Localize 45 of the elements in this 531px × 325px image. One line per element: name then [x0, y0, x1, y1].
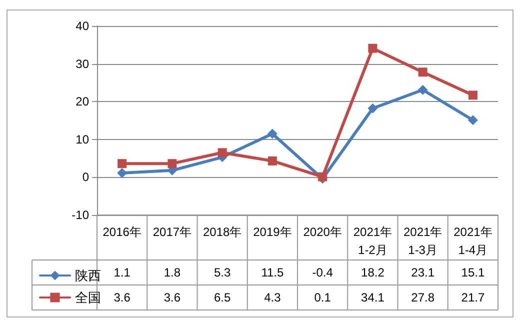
point — [418, 68, 428, 77]
point — [468, 115, 478, 126]
data-label: 11.5 — [261, 266, 284, 280]
data-label: -0.4 — [312, 266, 334, 280]
y-tick-label: 30 — [76, 56, 90, 71]
data-label: 27.8 — [411, 290, 435, 304]
data-label: 1.1 — [114, 266, 131, 280]
y-tick-label: 20 — [76, 94, 90, 109]
data-label: 4.3 — [264, 290, 282, 304]
point — [368, 44, 378, 53]
x-tick-label: 2021年1-2月 — [353, 225, 392, 257]
data-label: 1.8 — [164, 266, 181, 280]
point — [268, 156, 277, 166]
data-label: 5.3 — [214, 266, 231, 280]
point — [118, 159, 127, 168]
y-tick-label: -10 — [72, 208, 90, 222]
point — [218, 148, 227, 158]
point — [468, 90, 478, 100]
data-label: 23.1 — [411, 266, 435, 280]
y-tick-label: 0 — [82, 170, 90, 184]
x-tick-label: 2019年 — [253, 225, 292, 239]
data-label: 15.1 — [461, 266, 485, 280]
data-label: 6.5 — [214, 290, 231, 304]
legend-label: 全国 — [75, 290, 101, 305]
data-label: 34.1 — [361, 290, 385, 304]
x-tick-label: 2018年 — [202, 225, 242, 239]
y-tick-label: 10 — [76, 132, 90, 146]
point — [318, 172, 328, 182]
data-label: 0.1 — [314, 290, 332, 304]
x-tick-label: 2021年1-4月 — [454, 225, 492, 257]
legend-label: 陕西 — [75, 268, 101, 283]
x-tick-label: 2021年1-3月 — [403, 225, 442, 257]
point — [117, 168, 128, 178]
data-label: 3.6 — [114, 290, 131, 304]
x-tick-label: 2020年 — [303, 225, 342, 239]
point — [168, 159, 177, 168]
point — [267, 128, 278, 139]
x-tick-label: 2016年 — [102, 225, 142, 239]
y-tick-label: 40 — [76, 19, 90, 33]
data-label: 18.2 — [361, 266, 385, 280]
point — [368, 103, 378, 114]
x-tick-label: 2017年 — [152, 225, 192, 239]
data-label: 21.7 — [461, 290, 485, 304]
data-label: 3.6 — [164, 290, 181, 304]
point — [418, 84, 428, 95]
